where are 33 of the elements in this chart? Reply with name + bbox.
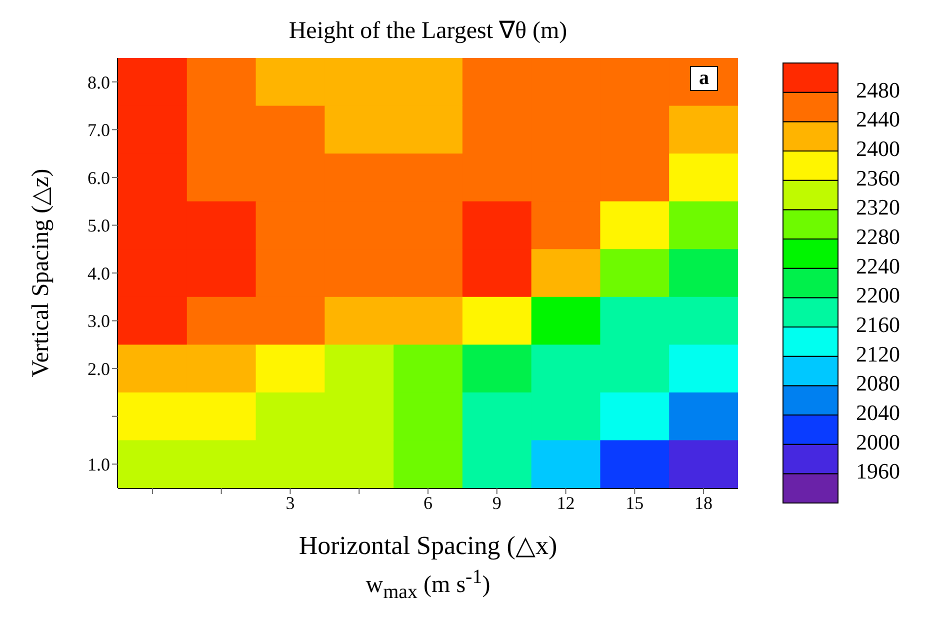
y-tick-label: 3.0 (88, 311, 110, 332)
x-tick-label: 18 (694, 492, 713, 513)
color-bar-label: 2120 (856, 341, 900, 366)
color-bar-label: 2000 (856, 429, 900, 454)
color-bar-label: 2240 (856, 253, 900, 278)
y-tick-label: 1.0 (88, 454, 110, 474)
color-bar-label: 2440 (856, 106, 900, 132)
y-tick-label: 8.0 (88, 72, 110, 92)
y-tick-label: 7.0 (88, 120, 110, 140)
annotation: a (690, 66, 718, 91)
x-tick-label: 12 (556, 492, 575, 513)
x-axis-title: Horizontal Spacing (△x) (298, 530, 558, 561)
color-bar-label: 2080 (856, 370, 900, 396)
color-bar-label: 2400 (856, 136, 900, 162)
y-tick-label: 4.0 (88, 263, 110, 284)
y-tick-label: 5.0 (88, 216, 110, 236)
x-tick-label: 6 (424, 492, 432, 513)
color-bar-label: 2160 (856, 312, 900, 338)
y-tick-label: 6.0 (88, 168, 110, 188)
x-tick-label: 15 (626, 492, 644, 513)
text: w$_{max}$ (m s$^{-1}$) (364, 566, 492, 604)
color-bar-label: 2200 (856, 282, 900, 308)
y-tick-label: 2.0 (88, 358, 110, 379)
x-tick-label: 9 (492, 492, 502, 513)
color-bar-label: 2360 (856, 165, 900, 190)
color-bar-label: 2480 (856, 77, 900, 102)
y-axis-title: Vertical Spacing (△z) (27, 168, 55, 378)
color-bar-label: 2280 (856, 224, 900, 250)
color-bar-label: 2320 (856, 194, 900, 220)
chart-title: Height of the Largest ∇θ (m) (288, 17, 568, 45)
color-bar-label: 2040 (856, 400, 900, 426)
color-bar-label: 1960 (856, 458, 900, 484)
x-tick-label: 3 (286, 492, 295, 513)
